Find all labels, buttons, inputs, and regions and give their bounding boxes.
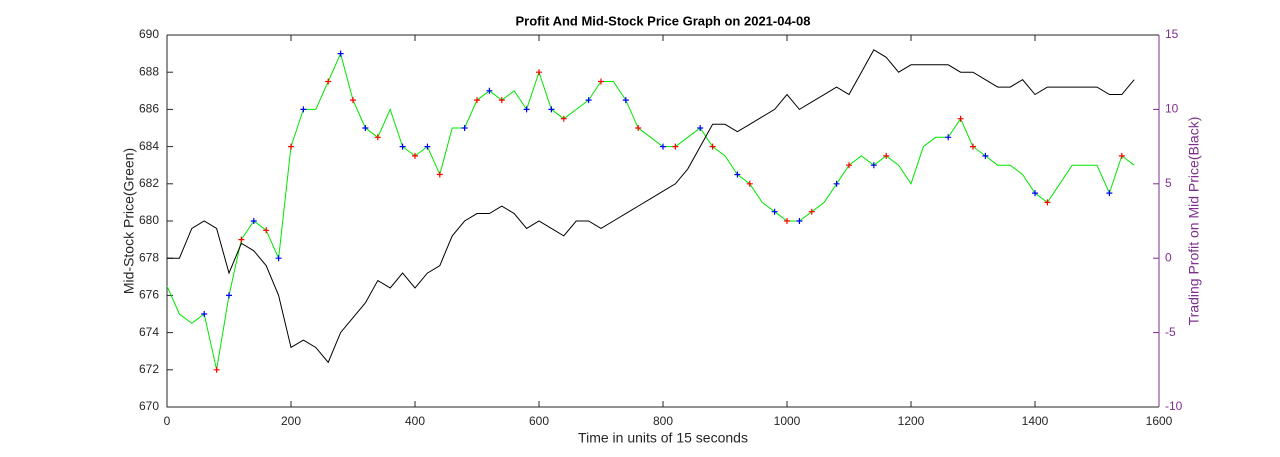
trade-marker — [846, 162, 852, 169]
y2-tick-label: 5 — [1165, 176, 1172, 190]
trade-marker — [412, 152, 418, 159]
x-tick-label: 1200 — [898, 414, 925, 428]
plot-area — [167, 35, 1159, 407]
series-line — [167, 49, 1135, 364]
trade-marker — [560, 115, 567, 122]
x-tick-label: 600 — [529, 414, 549, 428]
y-tick-label: 686 — [139, 102, 159, 116]
trade-marker — [461, 125, 468, 131]
trade-marker — [1106, 190, 1113, 197]
trade-marker — [201, 311, 208, 317]
trade-marker — [263, 227, 270, 234]
x-tick-label: 400 — [405, 414, 425, 428]
trade-marker — [238, 236, 245, 243]
y-tick-label: 672 — [139, 362, 159, 376]
x-tick-label: 0 — [164, 414, 171, 428]
y2-tick-label: -5 — [1165, 325, 1176, 339]
y2-axis-label: Trading Profit on Mid Price(Black) — [1186, 117, 1202, 326]
trade-marker — [288, 143, 294, 150]
trade-marker — [945, 134, 952, 141]
y-tick-label: 690 — [139, 27, 159, 41]
trade-marker — [585, 97, 592, 104]
x-tick-label: 1400 — [1022, 414, 1049, 428]
trade-marker — [697, 125, 704, 131]
trade-marker — [498, 97, 505, 104]
chart-title: Profit And Mid-Stock Price Graph on 2021… — [516, 13, 811, 28]
trade-marker — [275, 255, 282, 262]
y-tick-label: 680 — [139, 213, 159, 227]
trade-marker — [548, 106, 555, 113]
y-tick-label: 678 — [139, 250, 159, 264]
trade-marker — [1118, 152, 1125, 159]
trade-marker — [970, 143, 976, 150]
trade-marker — [374, 134, 381, 141]
trade-marker — [213, 366, 220, 373]
trade-marker — [337, 50, 344, 57]
trade-marker — [536, 69, 542, 76]
trade-marker — [709, 143, 716, 150]
trade-marker — [635, 125, 642, 131]
trade-marker — [325, 78, 332, 85]
trade-marker — [746, 180, 753, 187]
y2-tick-label: -10 — [1165, 399, 1183, 413]
y-tick-label: 674 — [139, 325, 159, 339]
trade-marker — [883, 152, 890, 159]
trade-marker — [300, 106, 307, 113]
trade-marker — [982, 152, 989, 159]
trade-marker — [1044, 199, 1051, 206]
trade-marker — [250, 218, 257, 224]
y-tick-label: 688 — [139, 64, 159, 78]
trade-marker — [660, 143, 666, 150]
trade-marker — [362, 125, 369, 131]
trade-marker — [424, 143, 431, 150]
trade-marker — [523, 106, 530, 113]
x-axis-label: Time in units of 15 seconds — [578, 430, 748, 446]
y-axis-label: Mid-Stock Price(Green) — [121, 148, 137, 294]
trade-marker — [598, 78, 604, 85]
trade-marker — [226, 292, 232, 299]
axes-box — [166, 34, 1159, 408]
y-tick-label: 670 — [139, 399, 159, 413]
y2-tick-label: 10 — [1165, 102, 1179, 116]
trade-marker — [622, 97, 629, 104]
y-tick-label: 682 — [139, 176, 159, 190]
trade-marker — [672, 143, 679, 150]
trade-marker — [350, 97, 356, 104]
x-tick-label: 1600 — [1146, 414, 1173, 428]
x-tick-label: 800 — [653, 414, 673, 428]
y-tick-label: 684 — [139, 139, 159, 153]
x-tick-label: 1000 — [774, 414, 801, 428]
trade-marker — [771, 208, 778, 215]
trade-marker — [734, 171, 741, 178]
trade-marker — [436, 171, 443, 178]
y-tick-label: 676 — [139, 288, 159, 302]
trade-marker — [399, 143, 406, 150]
trade-marker — [1032, 190, 1038, 197]
x-tick-label: 200 — [281, 414, 301, 428]
trade-marker — [474, 97, 480, 104]
trade-marker — [486, 87, 493, 94]
y2-tick-label: 15 — [1165, 27, 1179, 41]
trade-marker — [784, 218, 790, 224]
y2-tick-label: 0 — [1165, 250, 1172, 264]
trade-marker — [833, 180, 840, 187]
trade-marker — [870, 162, 877, 169]
trade-marker — [957, 115, 964, 122]
trade-marker — [796, 218, 803, 224]
trade-marker — [808, 208, 815, 215]
